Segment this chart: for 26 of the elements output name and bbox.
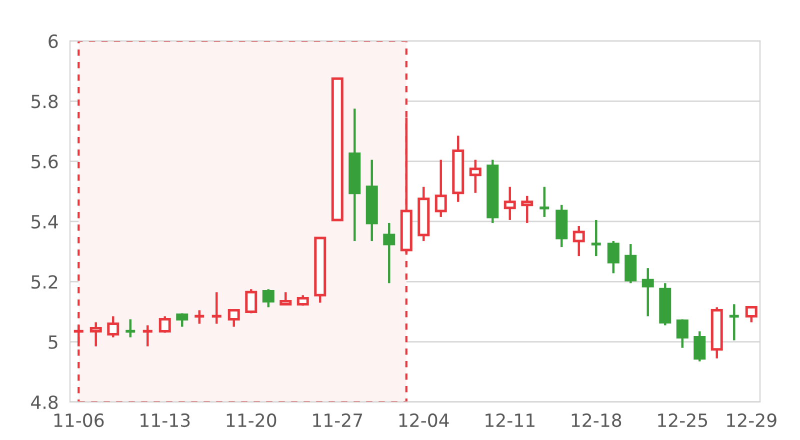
- x-tick-label: 12-18: [572, 413, 622, 428]
- candlestick: [538, 186, 551, 218]
- y-tick-label: 4.8: [31, 395, 58, 410]
- candlestick: [452, 134, 464, 204]
- candlestick: [383, 222, 396, 284]
- x-tick-label: 11-20: [226, 413, 276, 428]
- y-tick-label: 5.4: [32, 215, 58, 229]
- x-tick-label: 12-29: [727, 413, 776, 428]
- y-tick-label: 5: [48, 336, 58, 349]
- candlestick: [348, 108, 361, 242]
- y-tick-label: 6: [48, 34, 58, 48]
- x-tick-label: 12-25: [658, 413, 708, 428]
- y-tick-label: 5.2: [32, 275, 58, 289]
- x-tick-label: 12-11: [486, 413, 534, 427]
- x-tick-label: 11-27: [313, 413, 362, 427]
- x-tick-label: 11-06: [54, 413, 104, 428]
- y-tick-label: 5.6: [32, 154, 58, 168]
- x-tick-label: 11-13: [140, 413, 190, 428]
- candlestick: [504, 186, 516, 222]
- candlestick: [728, 303, 740, 342]
- candlestick: [366, 158, 378, 242]
- x-tick-label: 12-04: [399, 413, 449, 428]
- candlestick: [590, 218, 602, 258]
- candlestick: [469, 158, 482, 194]
- candlestick: [642, 266, 654, 318]
- y-tick-label: 5.8: [32, 94, 58, 108]
